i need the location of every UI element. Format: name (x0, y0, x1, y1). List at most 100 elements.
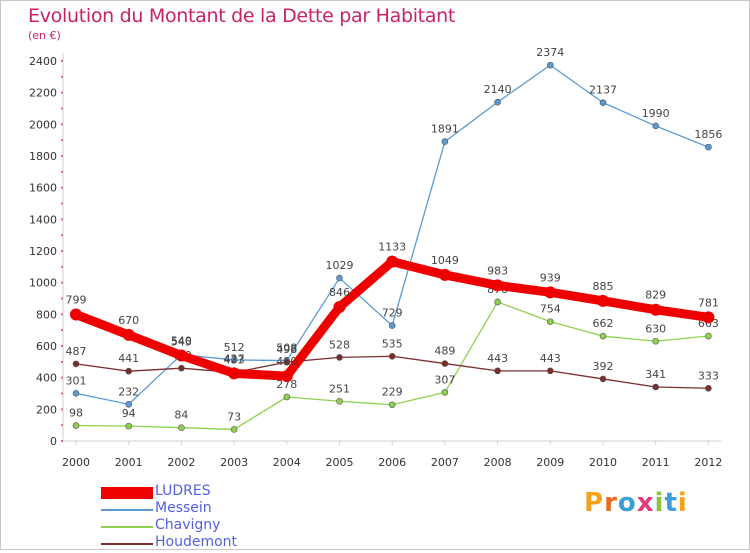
data-label-messein: 545 (171, 336, 192, 349)
data-label-houdemont: 441 (118, 352, 139, 365)
x-tick-label: 2007 (431, 456, 459, 469)
y-minor-tick (61, 408, 63, 411)
y-minor-tick (61, 139, 63, 142)
y-tick-label: 2000 (29, 118, 57, 131)
logo-letter: r (604, 488, 618, 518)
data-label-messein: 512 (224, 341, 245, 354)
data-point-messein (230, 356, 238, 364)
y-minor-tick (61, 155, 63, 157)
data-label-messein: 1029 (326, 259, 354, 272)
legend-swatch (101, 487, 153, 499)
data-label-houdemont: 341 (645, 368, 666, 381)
data-point-houdemont (652, 383, 660, 391)
y-minor-tick (61, 360, 63, 363)
data-label-chavigny: 229 (382, 386, 403, 399)
data-point-ludres (175, 349, 188, 362)
data-label-messein: 1990 (642, 107, 670, 120)
data-label-houdemont: 498 (276, 343, 297, 356)
data-label-houdemont: 333 (698, 369, 719, 382)
data-point-houdemont (546, 367, 554, 375)
data-point-chavigny (336, 397, 343, 405)
data-point-ludres (386, 255, 399, 268)
y-tick-label: 2200 (29, 87, 57, 100)
data-point-chavigny (652, 337, 660, 345)
data-point-chavigny (388, 401, 396, 409)
y-tick-label: 0 (50, 435, 57, 448)
data-point-chavigny (178, 424, 185, 432)
y-minor-tick (61, 265, 63, 268)
data-point-houdemont (388, 352, 396, 360)
data-point-ludres (544, 286, 557, 299)
data-label-ludres: 846 (329, 286, 350, 299)
y-minor-tick (61, 186, 63, 189)
legend-label: Houdemont (155, 534, 238, 550)
series-line-chavigny (75, 301, 710, 431)
data-point-chavigny (494, 298, 501, 306)
data-point-messein (72, 390, 80, 397)
y-minor-tick (61, 297, 63, 300)
data-point-messein (388, 322, 396, 329)
data-point-chavigny (72, 422, 80, 429)
data-point-ludres (491, 279, 504, 292)
x-tick-label: 2004 (273, 456, 301, 469)
data-label-messein: 301 (66, 374, 87, 387)
x-tick-label: 2009 (536, 456, 564, 469)
data-point-messein (494, 98, 501, 106)
y-minor-tick (61, 281, 63, 284)
data-point-houdemont (599, 375, 607, 383)
legend-swatch (101, 509, 153, 511)
data-label-ludres: 799 (66, 293, 87, 306)
data-label-ludres: 939 (540, 271, 561, 284)
legend-swatch (101, 526, 153, 528)
data-point-houdemont (705, 384, 712, 392)
data-point-chavigny (283, 393, 291, 401)
data-point-houdemont (441, 360, 449, 367)
y-minor-tick (61, 313, 63, 316)
data-point-messein (336, 274, 343, 282)
data-point-ludres (228, 367, 241, 380)
data-point-messein (599, 99, 607, 106)
x-tick-label: 2011 (642, 456, 670, 469)
data-point-messein (441, 138, 449, 145)
data-label-messein: 729 (382, 307, 403, 320)
data-point-ludres (333, 301, 346, 314)
y-minor-tick (61, 329, 63, 332)
data-point-chavigny (705, 332, 712, 340)
data-point-chavigny (546, 318, 554, 325)
data-point-houdemont (125, 367, 132, 375)
logo-letter: i (677, 488, 688, 518)
x-tick-label: 2000 (62, 456, 90, 469)
data-label-ludres: 781 (698, 296, 719, 309)
data-label-messein: 232 (118, 385, 139, 398)
data-label-chavigny: 278 (276, 378, 297, 391)
y-tick-label: 800 (36, 308, 57, 321)
x-tick-label: 2006 (378, 456, 406, 469)
data-label-chavigny: 307 (434, 373, 455, 386)
data-point-messein (705, 143, 712, 151)
y-minor-tick (61, 234, 63, 237)
data-label-ludres: 410 (276, 355, 297, 368)
y-minor-tick (61, 424, 63, 427)
x-tick-label: 2010 (589, 456, 617, 469)
data-label-ludres: 670 (118, 314, 139, 327)
data-label-chavigny: 98 (69, 406, 83, 419)
data-label-houdemont: 443 (487, 352, 508, 365)
data-point-ludres (597, 294, 609, 307)
proxiti-logo: Proxiti (584, 488, 688, 518)
y-minor-tick (61, 75, 63, 78)
data-point-ludres (122, 328, 135, 341)
data-point-ludres (438, 268, 451, 281)
y-minor-tick (61, 250, 63, 252)
data-point-messein (652, 122, 660, 130)
x-tick-label: 2005 (326, 456, 354, 469)
data-label-messein: 508 (276, 342, 297, 355)
data-label-chavigny: 73 (227, 410, 241, 423)
x-tick-label: 2003 (220, 456, 248, 469)
y-tick-label: 400 (36, 372, 57, 385)
y-minor-tick (61, 107, 63, 110)
data-label-chavigny: 630 (645, 322, 666, 335)
data-label-messein: 1891 (431, 123, 459, 136)
data-point-houdemont (494, 367, 501, 375)
data-label-ludres: 829 (645, 289, 666, 302)
y-minor-tick (61, 345, 63, 347)
